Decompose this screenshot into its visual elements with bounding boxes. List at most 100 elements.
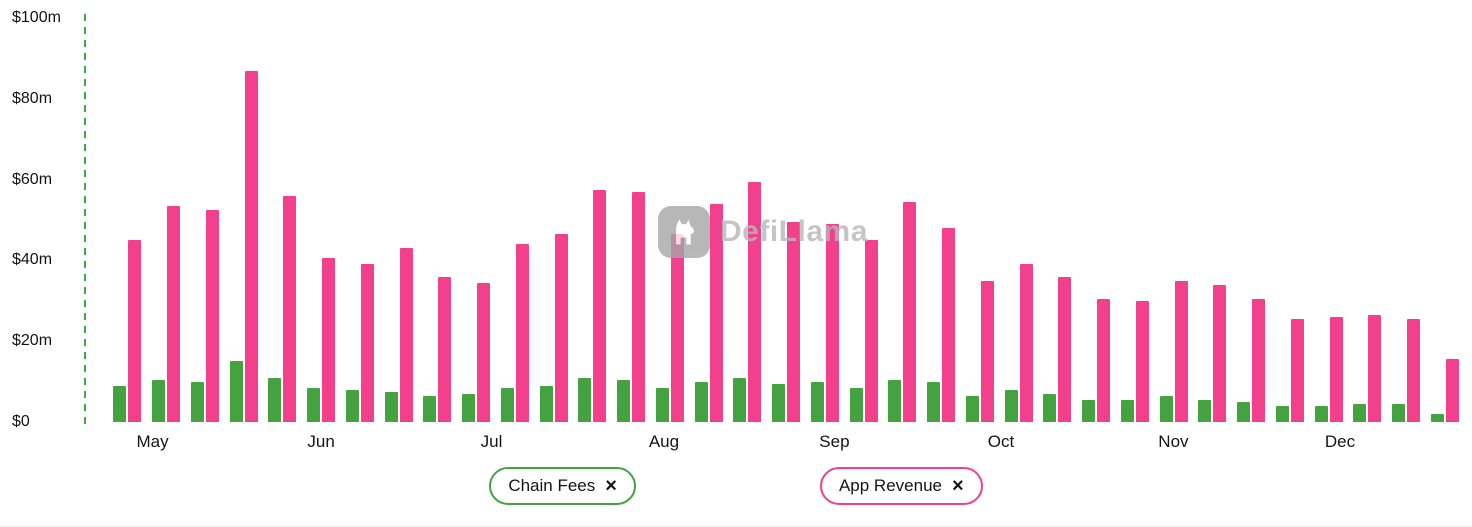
bar-group [612, 18, 651, 422]
bar-chain-fees[interactable] [1043, 393, 1057, 422]
bar-group [108, 18, 147, 422]
bar-chain-fees[interactable] [1082, 399, 1096, 422]
bar-app-revenue[interactable] [903, 201, 917, 422]
bar-chain-fees[interactable] [965, 395, 979, 422]
bar-app-revenue[interactable] [1213, 284, 1227, 422]
bar-chain-fees[interactable] [1392, 403, 1406, 422]
bar-chain-fees[interactable] [190, 381, 204, 422]
bar-chain-fees[interactable] [1275, 405, 1289, 422]
bar-app-revenue[interactable] [748, 181, 762, 422]
bar-chain-fees[interactable] [229, 361, 243, 422]
bar-chain-fees[interactable] [888, 379, 902, 422]
bar-chain-fees[interactable] [384, 391, 398, 422]
bar-group [1116, 18, 1155, 422]
close-icon[interactable]: × [605, 475, 617, 497]
x-axis-label: Jun [307, 432, 335, 451]
bar-chain-fees[interactable] [1314, 405, 1328, 422]
bar-app-revenue[interactable] [632, 191, 646, 422]
bar-app-revenue[interactable] [1019, 264, 1033, 422]
bar-group [457, 18, 496, 422]
close-icon[interactable]: × [951, 475, 964, 497]
bar-group [263, 18, 302, 422]
legend-pill-app-revenue[interactable]: App Revenue × [819, 467, 983, 505]
bar-app-revenue[interactable] [980, 280, 994, 422]
bar-chain-fees[interactable] [733, 377, 747, 422]
bar-group [302, 18, 341, 422]
bar-chain-fees[interactable] [772, 383, 786, 422]
bar-chain-fees[interactable] [849, 387, 863, 422]
bar-app-revenue[interactable] [1174, 280, 1188, 422]
bar-app-revenue[interactable] [1097, 298, 1111, 422]
bar-app-revenue[interactable] [670, 234, 684, 422]
bar-app-revenue[interactable] [1445, 359, 1459, 422]
bar-app-revenue[interactable] [709, 203, 723, 422]
bar-chain-fees[interactable] [1198, 399, 1212, 422]
bar-chain-fees[interactable] [1237, 401, 1251, 422]
bar-chain-fees[interactable] [423, 395, 437, 422]
bar-app-revenue[interactable] [399, 248, 413, 422]
bar-app-revenue[interactable] [787, 222, 801, 422]
bar-app-revenue[interactable] [244, 70, 258, 422]
bar-app-revenue[interactable] [1058, 276, 1072, 422]
bar-app-revenue[interactable] [515, 244, 529, 422]
bar-chain-fees[interactable] [1430, 413, 1444, 422]
bar-app-revenue[interactable] [825, 224, 839, 422]
bar-app-revenue[interactable] [438, 276, 452, 422]
x-axis: May Jun Jul Aug Sep Oct Nov Dec [86, 432, 1464, 458]
bar-app-revenue[interactable] [1252, 298, 1266, 422]
legend-pill-chain-fees[interactable]: Chain Fees × [489, 467, 636, 505]
bar-app-revenue[interactable] [864, 240, 878, 422]
bar-group [767, 18, 806, 422]
bar-app-revenue[interactable] [593, 189, 607, 422]
bar-app-revenue[interactable] [322, 258, 336, 422]
bar-app-revenue[interactable] [283, 195, 297, 422]
bar-app-revenue[interactable] [128, 240, 142, 422]
bar-app-revenue[interactable] [1135, 300, 1149, 422]
bar-chain-fees[interactable] [113, 385, 127, 422]
bar-chain-fees[interactable] [810, 381, 824, 422]
bar-chain-fees[interactable] [927, 381, 941, 422]
bar-chain-fees[interactable] [1004, 389, 1018, 422]
x-axis-label: Aug [648, 432, 680, 451]
bar-group [379, 18, 418, 422]
bar-app-revenue[interactable] [360, 264, 374, 422]
bar-app-revenue[interactable] [942, 228, 956, 422]
x-axis-label: Dec [1324, 432, 1356, 451]
bar-app-revenue[interactable] [1329, 316, 1343, 422]
bar-chain-fees[interactable] [655, 387, 669, 422]
y-axis-dashed-line [84, 14, 86, 424]
bar-chain-fees[interactable] [152, 379, 166, 422]
bar-chain-fees[interactable] [462, 393, 476, 422]
legend-label-chain-fees: Chain Fees [508, 476, 596, 495]
bar-chain-fees[interactable] [268, 377, 282, 422]
bar-app-revenue[interactable] [167, 205, 181, 422]
bar-app-revenue[interactable] [1407, 318, 1421, 422]
bar-chain-fees[interactable] [307, 387, 321, 422]
bar-app-revenue[interactable] [554, 234, 568, 422]
bar-chain-fees[interactable] [1353, 403, 1367, 422]
bar-chain-fees[interactable] [1159, 395, 1173, 422]
bar-group [341, 18, 380, 422]
bar-chain-fees[interactable] [578, 377, 592, 422]
bar-app-revenue[interactable] [1290, 318, 1304, 422]
y-axis-label: $80m [12, 89, 53, 107]
bar-chain-fees[interactable] [1120, 399, 1134, 422]
bar-app-revenue[interactable] [1368, 314, 1382, 422]
bar-group [1077, 18, 1116, 422]
legend: Chain Fees × App Revenue × [0, 467, 1472, 505]
bar-app-revenue[interactable] [205, 209, 219, 422]
bar-chain-fees[interactable] [539, 385, 553, 422]
x-axis-label: Nov [1158, 432, 1189, 451]
bar-group [224, 18, 263, 422]
plot-area: DefiLlama [86, 18, 1464, 422]
bar-group [1426, 18, 1465, 422]
bars-row [86, 18, 1464, 422]
bar-group [1232, 18, 1271, 422]
bar-app-revenue[interactable] [477, 282, 491, 422]
bar-chain-fees[interactable] [617, 379, 631, 422]
bar-group [651, 18, 690, 422]
bar-chain-fees[interactable] [345, 389, 359, 422]
bar-chain-fees[interactable] [694, 381, 708, 422]
y-axis-label: $60m [12, 170, 53, 188]
bar-chain-fees[interactable] [500, 387, 514, 422]
